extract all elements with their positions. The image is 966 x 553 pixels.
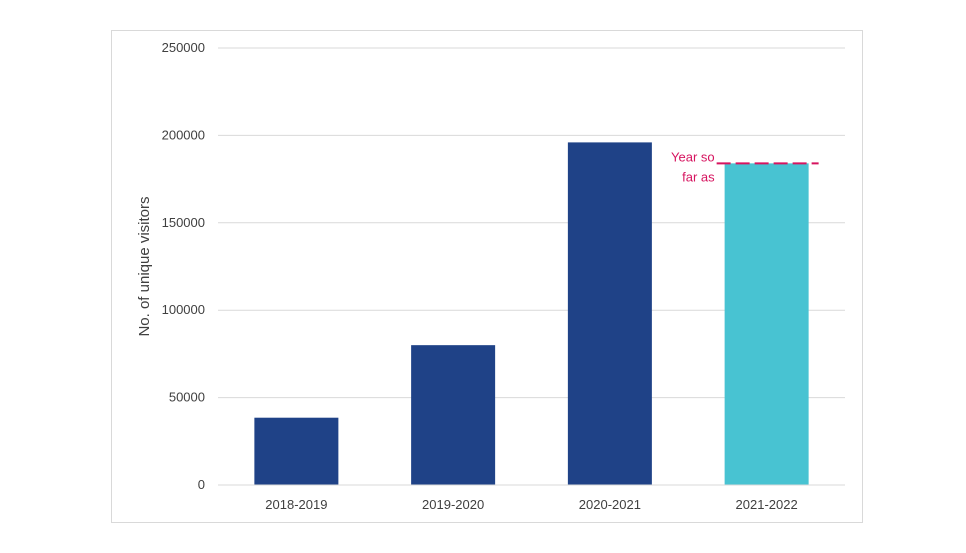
bar-2021-2022 (724, 163, 809, 486)
y-tick-label: 200000 (162, 127, 205, 142)
x-tick-labels: 2018-2019 2019-2020 2020-2021 2021-2022 (265, 497, 797, 512)
x-tick-label: 2020-2021 (579, 497, 641, 512)
annotation-label-line-1: Year so (671, 149, 715, 164)
x-tick-label: 2019-2020 (422, 497, 484, 512)
y-tick-label: 0 (198, 477, 205, 492)
bar-2018-2019 (254, 417, 339, 485)
x-tick-label: 2021-2022 (736, 497, 798, 512)
y-tick-label: 150000 (162, 215, 205, 230)
y-axis-title: No. of unique visitors (136, 196, 153, 336)
y-tick-label: 250000 (162, 40, 205, 55)
y-tick-label: 50000 (169, 390, 205, 405)
annotation: Year so far as (671, 149, 819, 184)
bar-2019-2020 (411, 345, 496, 485)
y-tick-labels: 0 50000 100000 150000 200000 250000 (162, 40, 205, 492)
annotation-label-line-2: far as (682, 169, 715, 184)
bars (254, 142, 809, 486)
bar-2020-2021 (567, 142, 652, 485)
x-tick-label: 2018-2019 (265, 497, 327, 512)
y-tick-label: 100000 (162, 302, 205, 317)
